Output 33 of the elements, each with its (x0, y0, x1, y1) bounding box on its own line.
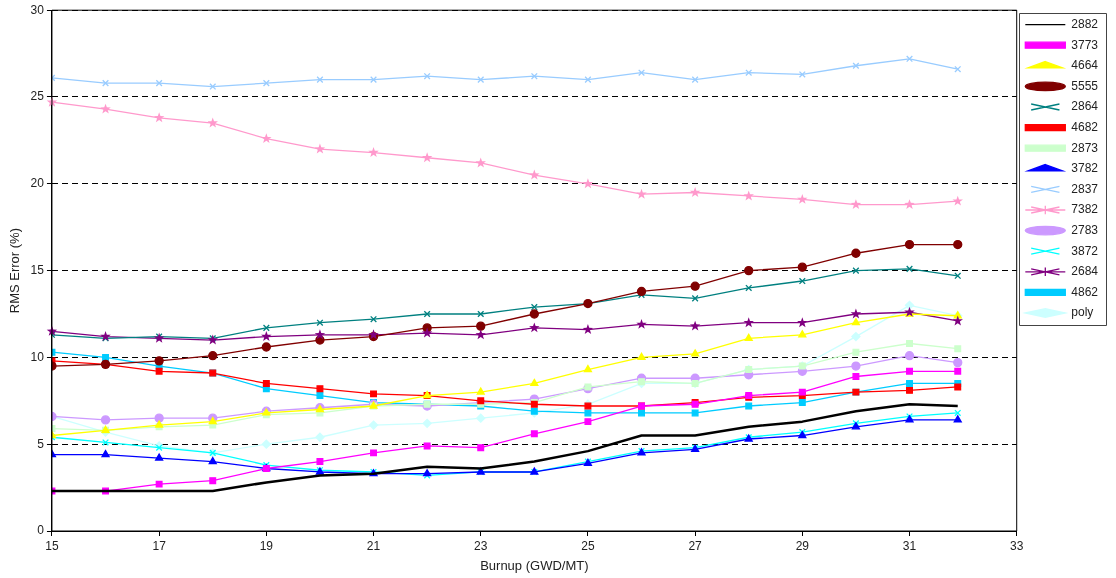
x-tick-label: 19 (259, 538, 274, 553)
legend-label: 4682 (1071, 119, 1099, 134)
x-tick-label: 27 (688, 538, 703, 553)
legend-label: 2882 (1071, 16, 1099, 31)
y-tick-label: 5 (37, 436, 45, 451)
y-tick-label: 25 (30, 89, 45, 104)
legend-label: 2684 (1071, 264, 1099, 279)
legend-label: 3872 (1071, 243, 1099, 258)
y-tick-label: 20 (30, 176, 45, 191)
x-axis-title: Burnup (GWD/MT) (480, 557, 589, 573)
legend-label: 3773 (1071, 37, 1099, 52)
legend-label: 4862 (1071, 284, 1099, 299)
legend-label: 2837 (1071, 181, 1099, 196)
y-tick-label: 15 (30, 262, 45, 277)
x-tick-label: 21 (366, 538, 381, 553)
legend-label: 2783 (1071, 222, 1099, 237)
x-tick-label: 25 (581, 538, 595, 553)
legend-label: 2873 (1071, 140, 1099, 155)
x-tick-label: 29 (795, 538, 810, 553)
x-tick-label: 17 (152, 538, 167, 553)
legend-label: 2864 (1071, 99, 1099, 114)
legend-label: 7382 (1071, 202, 1099, 217)
legend-label: 4664 (1071, 58, 1099, 73)
legend-label: 5555 (1071, 78, 1099, 93)
legend-label: poly (1071, 305, 1094, 320)
x-tick-label: 23 (474, 538, 488, 553)
y-axis-title: RMS Error (%) (7, 227, 23, 314)
x-tick-label: 31 (902, 538, 917, 553)
y-tick-label: 0 (37, 523, 45, 538)
legend-label: 3782 (1071, 161, 1099, 176)
x-tick-label: 33 (1010, 538, 1024, 553)
y-tick-label: 10 (30, 349, 45, 364)
y-tick-label: 30 (30, 2, 45, 17)
